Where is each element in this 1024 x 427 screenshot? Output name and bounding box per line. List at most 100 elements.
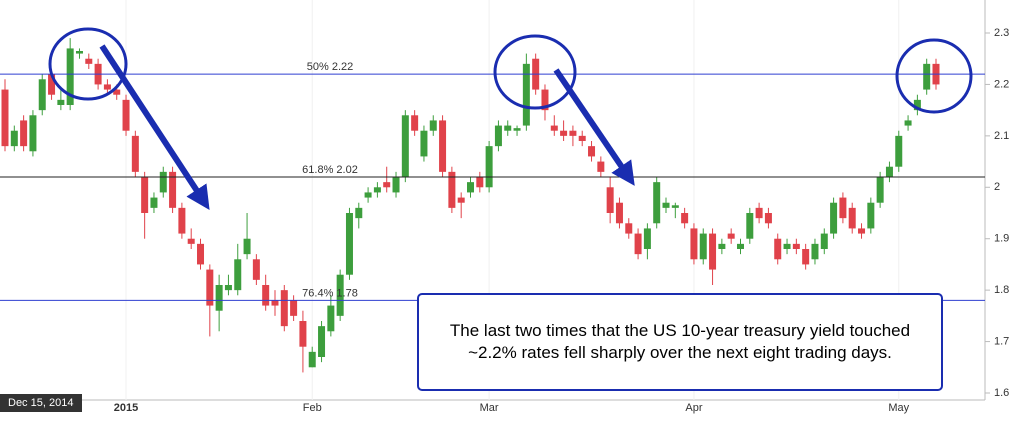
candle-body bbox=[66, 48, 74, 105]
candle-body bbox=[867, 202, 875, 229]
candle-body bbox=[885, 166, 893, 177]
candle-body bbox=[643, 228, 651, 249]
candle-body bbox=[699, 233, 707, 260]
candle-body bbox=[839, 197, 847, 219]
level-label: 76.4% 1.78 bbox=[302, 287, 358, 299]
candle-body bbox=[439, 120, 447, 172]
candle-body bbox=[252, 259, 260, 280]
candle-body bbox=[57, 99, 65, 105]
candle-body bbox=[494, 125, 502, 147]
candle-body bbox=[541, 89, 549, 111]
candle-body bbox=[848, 207, 856, 229]
candle-body bbox=[634, 233, 642, 255]
candle-body bbox=[299, 321, 307, 347]
candle-body bbox=[876, 177, 884, 203]
candle-body bbox=[113, 89, 121, 95]
candle-body bbox=[588, 146, 596, 157]
level-label: 50% 2.22 bbox=[307, 61, 353, 73]
candle-body bbox=[429, 120, 437, 131]
candle-body bbox=[522, 63, 530, 126]
candle-body bbox=[187, 238, 195, 244]
candle-body bbox=[29, 115, 37, 152]
x-tick-label: Apr bbox=[685, 402, 702, 414]
candle-body bbox=[662, 202, 670, 208]
candle-body bbox=[783, 243, 791, 249]
candle-body bbox=[141, 177, 149, 213]
candle-body bbox=[38, 79, 46, 111]
candle-body bbox=[755, 207, 763, 219]
x-tick-label: 2015 bbox=[114, 402, 138, 414]
candle-body bbox=[10, 130, 18, 147]
candle-body bbox=[802, 249, 810, 265]
candle-body bbox=[718, 243, 726, 249]
candle-body bbox=[159, 171, 167, 193]
candle-body bbox=[150, 197, 158, 208]
candle-body bbox=[197, 243, 205, 265]
candle-body bbox=[736, 243, 744, 249]
candle-body bbox=[774, 238, 782, 260]
highlight-circle bbox=[895, 38, 973, 114]
candle-body bbox=[392, 177, 400, 193]
candle-body bbox=[653, 182, 661, 224]
level-label: 61.8% 2.02 bbox=[302, 164, 358, 176]
candle-body bbox=[476, 177, 484, 188]
candle-body bbox=[606, 187, 614, 213]
candle-body bbox=[467, 182, 474, 193]
candle-body bbox=[1, 89, 9, 147]
arrow bbox=[553, 68, 635, 186]
candle-body bbox=[234, 259, 242, 291]
candle-body bbox=[560, 130, 568, 136]
candle-body bbox=[364, 192, 372, 198]
candle-body bbox=[578, 135, 586, 141]
candle-body bbox=[290, 300, 298, 316]
candle-body bbox=[327, 305, 335, 332]
candle-body bbox=[224, 285, 232, 291]
candle-body bbox=[169, 171, 177, 208]
date-tooltip bbox=[0, 394, 82, 412]
candle-body bbox=[625, 223, 633, 234]
candle-body bbox=[913, 99, 921, 111]
candle-body bbox=[178, 207, 186, 234]
y-tick-label: 1.7 bbox=[994, 335, 1009, 347]
y-tick-label: 1.8 bbox=[994, 284, 1009, 296]
candle-body bbox=[904, 120, 912, 126]
candle-body bbox=[215, 285, 223, 311]
candle-body bbox=[411, 115, 419, 131]
x-tick-label: Dec 15, 2014 bbox=[8, 397, 73, 409]
candle-body bbox=[820, 233, 828, 249]
candle-body bbox=[858, 228, 866, 234]
candle-body bbox=[681, 213, 689, 224]
y-tick-label: 2.3 bbox=[994, 27, 1009, 39]
highlight-circle bbox=[48, 27, 128, 101]
annotation-box: The last two times that the US 10-year t… bbox=[417, 293, 943, 391]
candle-body bbox=[20, 120, 28, 147]
arrow bbox=[99, 44, 210, 211]
candle-body bbox=[448, 171, 456, 208]
candle-body bbox=[457, 197, 465, 203]
candle-body bbox=[811, 243, 819, 260]
candle-body bbox=[75, 51, 83, 54]
candle-body bbox=[401, 115, 409, 177]
candle-body bbox=[336, 274, 344, 316]
y-tick-label: 2 bbox=[994, 181, 1000, 193]
candle-body bbox=[792, 243, 800, 249]
candle-body bbox=[746, 213, 754, 239]
y-tick-label: 2.2 bbox=[994, 78, 1009, 90]
candle-body bbox=[504, 125, 512, 131]
y-tick-label: 2.1 bbox=[994, 130, 1009, 142]
candle-body bbox=[597, 161, 605, 172]
candle-body bbox=[48, 74, 56, 95]
highlight-circle bbox=[493, 34, 577, 110]
candle-body bbox=[206, 269, 214, 306]
candle-body bbox=[615, 202, 623, 224]
candle-body bbox=[690, 228, 698, 260]
candle-body bbox=[895, 135, 903, 167]
candle-body bbox=[485, 146, 493, 188]
candle-body bbox=[103, 84, 111, 90]
x-tick-label: Mar bbox=[480, 402, 499, 414]
x-tick-label: May bbox=[888, 402, 909, 414]
candle-body bbox=[830, 202, 838, 234]
candle-body bbox=[550, 125, 558, 131]
candle-body bbox=[280, 290, 288, 327]
